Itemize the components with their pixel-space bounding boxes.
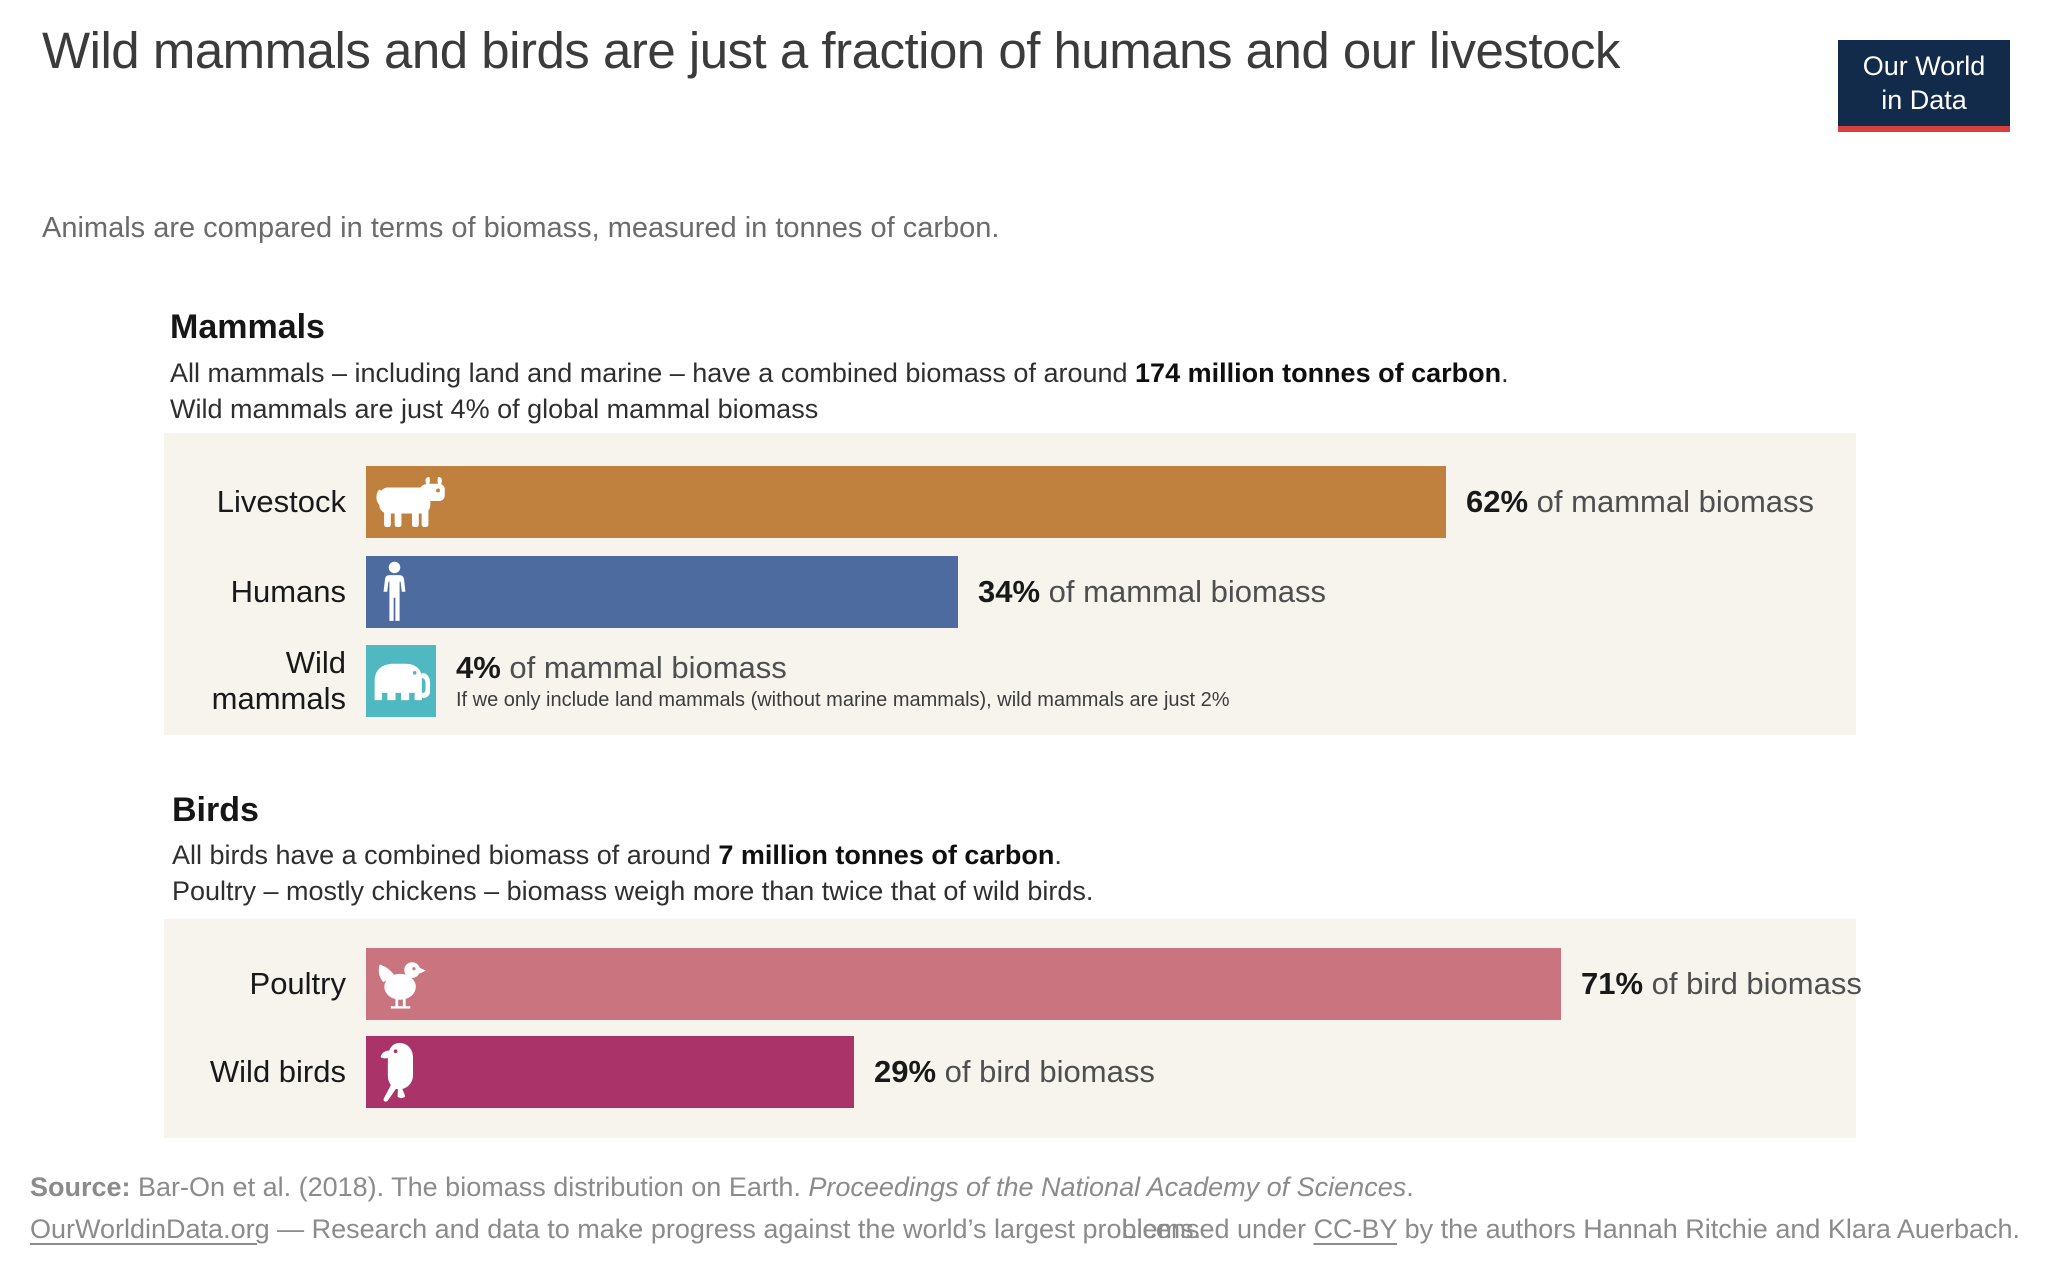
poultry-label: Poultry [249, 966, 346, 1002]
owid-site-link[interactable]: OurWorldinData.org [30, 1214, 270, 1244]
humans-value-suffix: of mammal biomass [1040, 574, 1327, 609]
wild-birds-label: Wild birds [209, 1054, 346, 1090]
bar-row-poultry: Poultry 71% of bird biomass [164, 948, 1862, 1020]
mammals-section-description: All mammals – including land and marine … [170, 356, 1850, 427]
wild-birds-value: 29% of bird biomass [874, 1054, 1155, 1090]
poultry-value-suffix: of bird biomass [1643, 966, 1862, 1001]
wild-birds-value-pct: 29% [874, 1054, 937, 1089]
license-pre: Licensed under [1121, 1214, 1314, 1244]
wild-mammals-label: Wild mammals [211, 645, 346, 716]
site-line: OurWorldinData.org — Research and data t… [30, 1214, 1201, 1245]
birds-desc-pre: All birds have a combined biomass of aro… [172, 840, 719, 870]
page-subtitle: Animals are compared in terms of biomass… [42, 212, 1000, 244]
chicken-icon [378, 962, 426, 1009]
license-post: by the authors Hannah Ritchie and Klara … [1397, 1214, 2020, 1244]
birds-desc-bold: 7 million tonnes of carbon [718, 840, 1055, 870]
owid-logo-line1: Our World [1862, 51, 1986, 81]
poultry-bar [366, 948, 1561, 1020]
source-text: Bar-On et al. (2018). The biomass distri… [130, 1172, 809, 1202]
site-tagline: — Research and data to make progress aga… [269, 1214, 1202, 1244]
source-journal: Proceedings of the National Academy of S… [808, 1172, 1407, 1202]
cow-icon [376, 476, 445, 528]
source-label: Source: [30, 1172, 131, 1202]
bar-row-livestock: Livestock 62% of mammal biomass [164, 466, 1856, 538]
wild-mammals-value-pct: 4% [456, 650, 501, 685]
owid-logo[interactable]: Our World in Data [1838, 40, 2010, 132]
birds-desc-line2: Poultry – mostly chickens – biomass weig… [172, 875, 1094, 906]
livestock-label: Livestock [216, 484, 346, 520]
birds-desc-post: . [1054, 840, 1062, 870]
wild-birds-value-suffix: of bird biomass [936, 1054, 1155, 1089]
elephant-icon [374, 663, 431, 701]
poultry-value-pct: 71% [1581, 966, 1644, 1001]
birds-chart-panel: Poultry 71% of bird biomass Wild birds [164, 919, 1862, 1138]
mammals-desc-post: . [1501, 358, 1509, 388]
humans-value-pct: 34% [978, 574, 1041, 609]
source-post: . [1406, 1172, 1414, 1202]
humans-label: Humans [230, 574, 346, 610]
livestock-value: 62% of mammal biomass [1466, 484, 1814, 520]
wild-mammals-bar [366, 645, 436, 717]
source-line: Source: Bar-On et al. (2018). The biomas… [30, 1172, 1414, 1203]
person-icon [383, 561, 406, 621]
mammals-desc-bold: 174 million tonnes of carbon [1135, 358, 1502, 388]
cc-by-link[interactable]: CC-BY [1313, 1214, 1398, 1244]
humans-bar [366, 556, 958, 628]
humans-value: 34% of mammal biomass [978, 574, 1326, 610]
livestock-value-suffix: of mammal biomass [1528, 484, 1815, 519]
parrot-icon [380, 1042, 414, 1102]
page-title: Wild mammals and birds are just a fracti… [42, 22, 1620, 79]
birds-section-description: All birds have a combined biomass of aro… [172, 838, 1852, 909]
owid-logo-line2: in Data [1881, 85, 1967, 115]
wild-mammals-value-suffix: of mammal biomass [500, 650, 787, 685]
bar-row-wild-mammals: Wild mammals 4% of mammal biomass If we … [164, 645, 1856, 717]
bar-row-humans: Humans 34% of mammal biomass [164, 556, 1856, 628]
birds-section-heading: Birds [172, 791, 259, 829]
livestock-bar [366, 466, 1446, 538]
poultry-value: 71% of bird biomass [1581, 966, 1862, 1002]
mammals-desc-pre: All mammals – including land and marine … [170, 358, 1136, 388]
wild-mammals-note: If we only include land mammals (without… [456, 689, 1230, 711]
bar-row-wild-birds: Wild birds 29% of bird biomass [164, 1036, 1856, 1108]
mammals-desc-line2: Wild mammals are just 4% of global mamma… [170, 393, 819, 424]
wild-birds-bar [366, 1036, 854, 1108]
livestock-value-pct: 62% [1466, 484, 1529, 519]
wild-mammals-value: 4% of mammal biomass If we only include … [456, 650, 1230, 712]
mammals-section-heading: Mammals [170, 308, 325, 346]
mammals-chart-panel: Livestock 62% of mammal biomass Humans [164, 433, 1856, 735]
license-line: Licensed under CC-BY by the authors Hann… [1121, 1214, 2020, 1245]
